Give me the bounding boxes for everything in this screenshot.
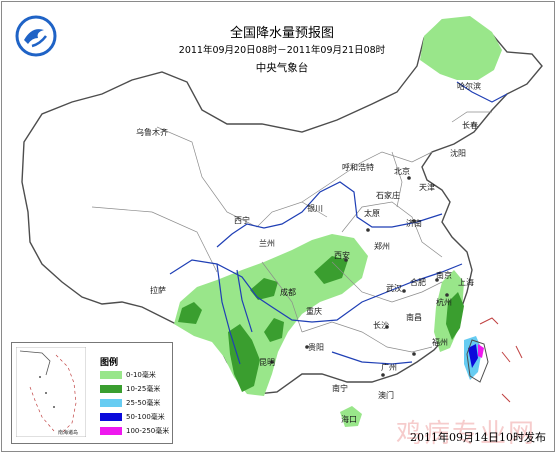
legend-item: 25-50毫米 [100, 397, 160, 409]
city-label: 贵阳 [308, 343, 324, 352]
legend-label: 50-100毫米 [126, 413, 165, 421]
watermark: 鸡病专业网 [395, 419, 536, 449]
rain-10-25-a [178, 302, 202, 324]
cma-logo-icon [15, 15, 57, 57]
city-label: 沈阳 [450, 149, 466, 158]
city-label: 广州 [381, 363, 397, 372]
legend-item: 10-25毫米 [100, 383, 160, 395]
city-label: 杭州 [436, 298, 452, 307]
city-label: 重庆 [306, 307, 322, 316]
city-label: 南京 [436, 271, 452, 280]
legend-item: 100-250毫米 [100, 425, 169, 437]
city-label: 长沙 [373, 321, 389, 330]
city-label: 呼和浩特 [342, 163, 374, 172]
rain-10-25-b [250, 278, 278, 300]
city-label: 成都 [280, 288, 296, 297]
rain-50-100 [468, 344, 478, 368]
city-label: 郑州 [374, 242, 390, 251]
sea-boundary-marks [479, 317, 523, 403]
city-label: 武汉 [386, 284, 402, 293]
legend-label: 10-25毫米 [126, 385, 161, 393]
province-borders [91, 111, 492, 353]
rain-10-25-yunnan [228, 324, 260, 392]
city-label: 石家庄 [376, 191, 400, 200]
city-label: 济南 [406, 219, 422, 228]
map-subtitle: 2011年09月20日08时－2011年09月21日08时 [178, 45, 386, 56]
city-label: 合肥 [410, 278, 426, 287]
rivers [169, 81, 508, 365]
city-label: 南昌 [406, 313, 422, 322]
legend-label: 100-250毫米 [126, 427, 170, 435]
map-title: 全国降水量预报图 [229, 26, 334, 41]
city-label: 长春 [462, 121, 478, 130]
legend-swatch [100, 385, 122, 393]
rain-0-10-hainan [340, 406, 362, 427]
taiwan-outline [466, 339, 489, 383]
legend-swatch [100, 427, 122, 435]
city-label: 太原 [364, 209, 380, 218]
city-label: 澳门 [378, 391, 394, 400]
legend-swatch [100, 371, 122, 379]
legend-item: 0-10毫米 [100, 369, 156, 381]
legend-title: 图例 [100, 358, 119, 368]
city-label: 兰州 [259, 239, 275, 248]
rain-10-25-east [446, 292, 464, 340]
rain-0-10-northeast [420, 16, 502, 80]
legend-label: 0-10毫米 [126, 371, 156, 379]
city-label: 福州 [432, 338, 448, 347]
city-label: 上海 [458, 278, 474, 287]
publish-time: 2011年09月14日10时发布 [410, 431, 546, 444]
city-markers [270, 176, 449, 377]
city-label: 天津 [419, 183, 435, 192]
legend-swatch [100, 413, 122, 421]
inset-label: 南海诸岛 [58, 430, 79, 436]
city-label: 乌鲁木齐 [136, 128, 168, 137]
city-label: 银川 [307, 204, 323, 213]
legend-label: 25-50毫米 [126, 399, 161, 407]
city-label: 昆明 [259, 358, 275, 367]
legend-swatch [100, 399, 122, 407]
city-label: 西宁 [234, 216, 250, 225]
south-china-sea-inset [16, 347, 86, 437]
city-label: 拉萨 [150, 286, 166, 295]
issuing-agency: 中央气象台 [255, 62, 309, 74]
legend-item: 50-100毫米 [100, 411, 165, 423]
rain-10-25-c [314, 256, 348, 284]
city-label: 北京 [394, 167, 410, 176]
city-label: 南宁 [332, 384, 348, 393]
city-label: 哈尔滨 [457, 82, 481, 91]
rain-10-25-d [264, 318, 284, 342]
city-label: 西安 [334, 251, 350, 260]
rain-100-250 [478, 344, 484, 358]
legend: 南海诸岛 图例 0-10毫米 10-25毫米 25-50毫米 50-100毫米 … [11, 342, 173, 444]
city-label: 海口 [341, 415, 357, 424]
